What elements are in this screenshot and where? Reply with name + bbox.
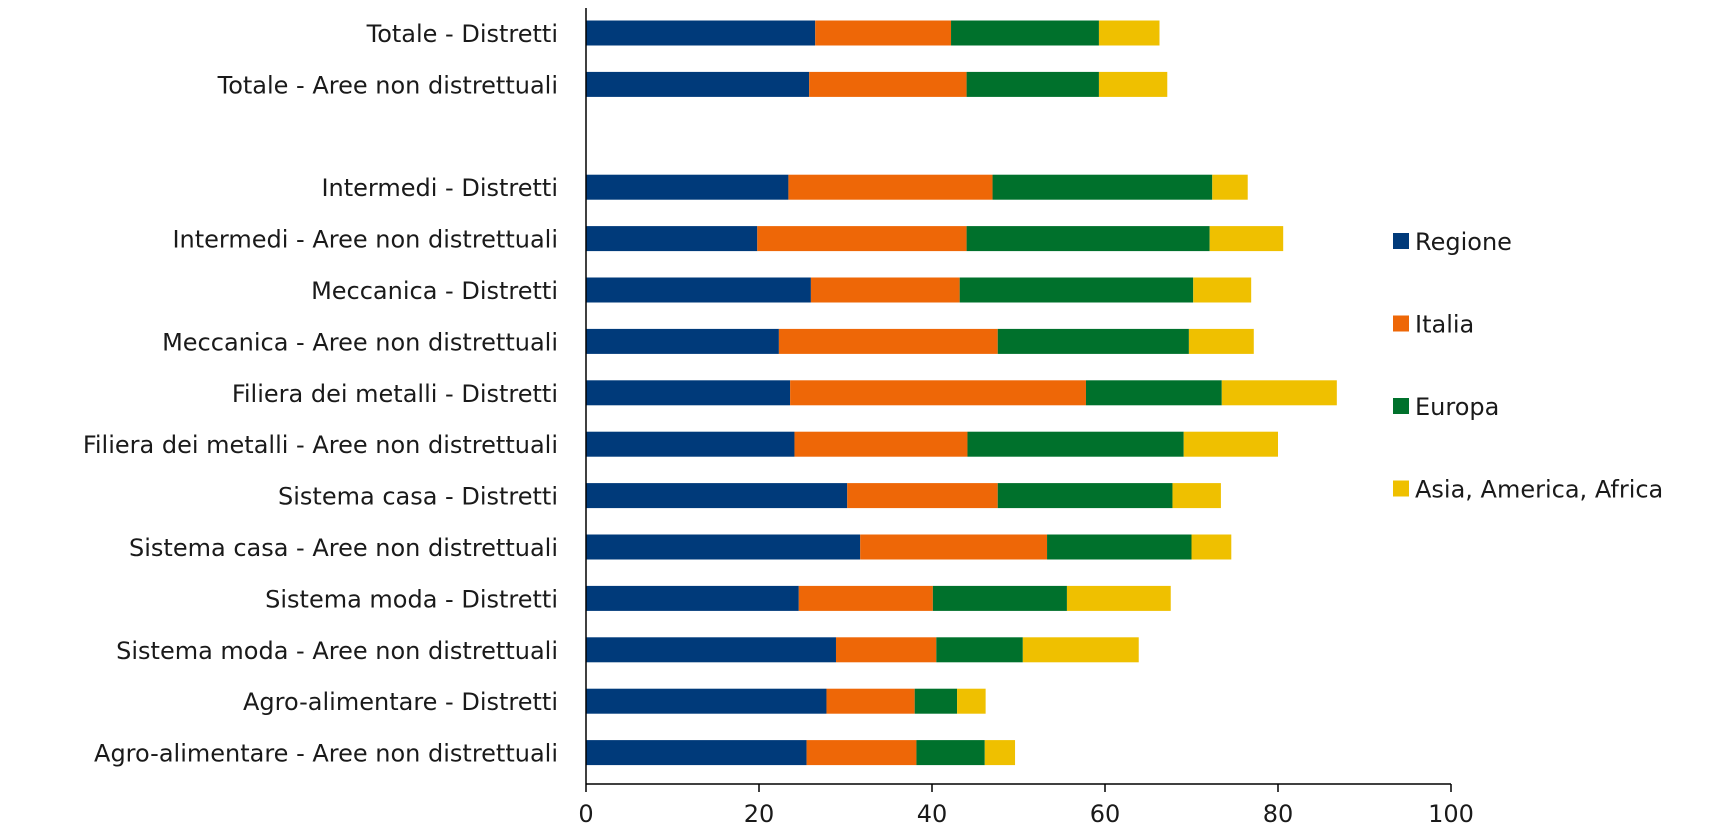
bar-segment-asia-america-africa xyxy=(1188,328,1254,354)
legend: Regione Italia Europa Asia, America, Africa xyxy=(1393,228,1663,504)
x-tick-label: 20 xyxy=(744,800,775,828)
bar-segment-regione xyxy=(586,380,791,406)
category-label: Filiera dei metalli - Distretti xyxy=(232,380,558,408)
bar-segment-italia xyxy=(835,637,937,663)
bar-segment-italia xyxy=(788,174,993,200)
bars-group xyxy=(586,20,1337,766)
category-labels: Totale - Distretti Totale - Aree non dist… xyxy=(83,20,558,768)
bar-segment-italia xyxy=(798,585,933,611)
bar-segment-europa xyxy=(951,20,1099,46)
bar-segment-regione xyxy=(586,277,811,303)
x-axis-ticks: 0 20 40 60 80 100 xyxy=(578,784,1474,828)
bar-segment-italia xyxy=(810,277,960,303)
bar-segment-regione xyxy=(586,431,795,457)
bar-segment-regione xyxy=(586,71,810,97)
bar-segment-regione xyxy=(586,328,779,354)
category-label: Agro-alimentare - Distretti xyxy=(243,688,558,716)
category-label: Totale - Distretti xyxy=(366,20,558,48)
category-label: Meccanica - Aree non distrettuali xyxy=(162,328,558,356)
bar-segment-regione xyxy=(586,585,799,611)
bar-segment-asia-america-africa xyxy=(1191,534,1232,560)
bar-segment-asia-america-africa xyxy=(957,688,986,714)
category-label: Sistema moda - Distretti xyxy=(265,585,558,613)
bar-segment-europa xyxy=(966,226,1210,252)
x-tick-label: 60 xyxy=(1090,800,1121,828)
bar-segment-regione xyxy=(586,740,807,766)
legend-label: Europa xyxy=(1415,393,1499,421)
bar-segment-regione xyxy=(586,534,861,560)
x-tick-label: 100 xyxy=(1428,800,1474,828)
bar-segment-italia xyxy=(806,740,917,766)
legend-label: Regione xyxy=(1415,228,1512,256)
bar-segment-asia-america-africa xyxy=(1022,637,1139,663)
bar-segment-europa xyxy=(997,483,1173,509)
bar-segment-asia-america-africa xyxy=(1172,483,1221,509)
bar-segment-europa xyxy=(932,585,1067,611)
category-label: Totale - Aree non distrettuali xyxy=(217,71,558,99)
bar-segment-italia xyxy=(794,431,968,457)
bar-segment-asia-america-africa xyxy=(1098,20,1160,46)
category-label: Intermedi - Distretti xyxy=(321,174,558,202)
bar-segment-regione xyxy=(586,637,836,663)
bar-segment-italia xyxy=(790,380,1086,406)
bar-segment-asia-america-africa xyxy=(1221,380,1337,406)
bar-segment-italia xyxy=(847,483,998,509)
legend-swatch xyxy=(1393,233,1409,249)
bar-segment-europa xyxy=(967,431,1184,457)
bar-segment-italia xyxy=(778,328,998,354)
bar-segment-italia xyxy=(815,20,952,46)
bar-segment-italia xyxy=(860,534,1048,560)
bar-segment-europa xyxy=(1085,380,1222,406)
bar-segment-europa xyxy=(992,174,1213,200)
bar-segment-europa xyxy=(914,688,958,714)
x-tick-label: 80 xyxy=(1263,800,1294,828)
x-tick-label: 0 xyxy=(578,800,593,828)
bar-segment-italia xyxy=(757,226,967,252)
bar-segment-asia-america-africa xyxy=(1209,226,1284,252)
bar-segment-europa xyxy=(936,637,1023,663)
category-label: Sistema casa - Distretti xyxy=(278,483,558,511)
bar-segment-europa xyxy=(916,740,985,766)
category-label: Agro-alimentare - Aree non distrettuali xyxy=(94,740,558,768)
legend-label: Asia, America, Africa xyxy=(1415,476,1663,504)
category-label: Sistema moda - Aree non distrettuali xyxy=(116,637,558,665)
category-label: Filiera dei metalli - Aree non distrettu… xyxy=(83,431,558,459)
bar-segment-asia-america-africa xyxy=(1193,277,1252,303)
x-tick-label: 40 xyxy=(917,800,948,828)
legend-swatch xyxy=(1393,315,1409,332)
bar-segment-asia-america-africa xyxy=(1098,71,1168,97)
bar-segment-regione xyxy=(586,174,789,200)
legend-label: Italia xyxy=(1415,311,1474,339)
legend-swatch xyxy=(1393,480,1409,497)
bar-segment-regione xyxy=(586,483,848,509)
bar-segment-italia xyxy=(826,688,915,714)
bar-segment-regione xyxy=(586,688,827,714)
bar-segment-regione xyxy=(586,226,758,252)
bar-segment-europa xyxy=(1047,534,1192,560)
bar-segment-regione xyxy=(586,20,816,46)
bar-segment-europa xyxy=(997,328,1189,354)
legend-swatch xyxy=(1393,398,1409,414)
bar-segment-asia-america-africa xyxy=(1212,174,1248,200)
bar-segment-asia-america-africa xyxy=(984,740,1016,766)
category-label: Intermedi - Aree non distrettuali xyxy=(172,226,558,254)
category-label: Meccanica - Distretti xyxy=(311,277,558,305)
bar-segment-asia-america-africa xyxy=(1183,431,1278,457)
bar-segment-asia-america-africa xyxy=(1066,585,1171,611)
bar-segment-italia xyxy=(809,71,967,97)
bar-segment-europa xyxy=(959,277,1194,303)
category-label: Sistema casa - Aree non distrettuali xyxy=(129,534,558,562)
bar-segment-europa xyxy=(966,71,1099,97)
